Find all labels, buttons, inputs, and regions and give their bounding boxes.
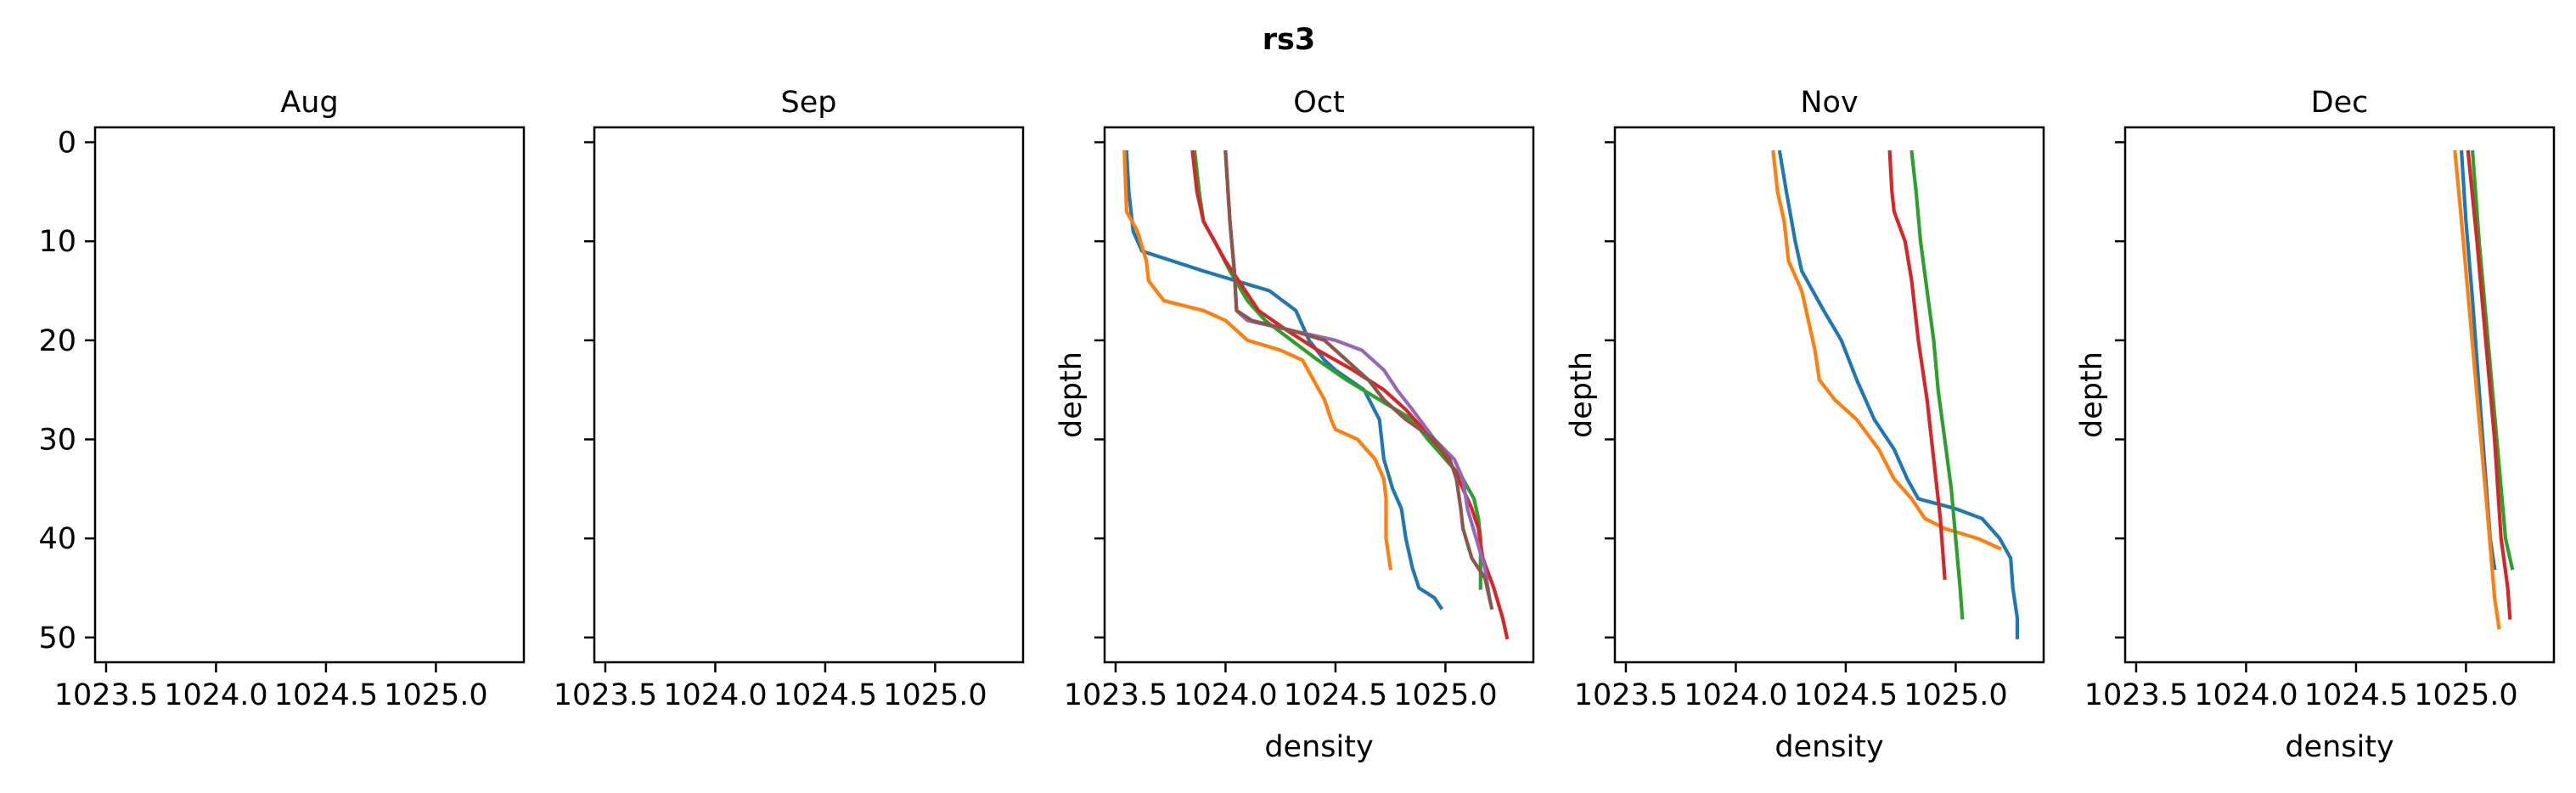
y-axis-label: depth [2075, 352, 2109, 438]
series-line-2 [2453, 149, 2501, 630]
panel-series-group [1122, 149, 1510, 640]
series-line-4 [2466, 149, 2512, 620]
x-tick-label: 1025.0 [1393, 678, 1497, 712]
series-line-4 [1190, 149, 1510, 640]
x-tick-label: 1023.5 [1574, 678, 1678, 712]
panel-aug: Aug 1023.5 1024.0 1024.5 1025.0 0 10 20 30 40 50 [38, 86, 526, 712]
series-line-1 [1777, 149, 2019, 639]
x-tick-label: 1025.0 [1904, 678, 2007, 712]
panel-sep: Sep 1023.5 1024.0 1024.5 1025.0 [554, 86, 1025, 712]
x-tick-label: 1024.5 [773, 678, 877, 712]
axes-frame [2123, 126, 2556, 664]
x-tick-label: 1024.0 [164, 678, 267, 712]
axes-frame [93, 126, 526, 664]
panel-nov: Nov 1023.5 1024.0 1024.5 1025.0 density depth [1565, 86, 2045, 764]
x-axis-label: density [1264, 730, 1373, 764]
y-tick-label: 10 [38, 225, 76, 259]
y-axis-label: depth [1565, 352, 1599, 438]
x-tick-label: 1024.5 [274, 678, 378, 712]
panel-oct: Oct 1023.5 1024.0 1024.5 1025.0 density depth [1055, 86, 1535, 764]
series-line-2 [1771, 149, 2002, 551]
x-tick-label: 1023.5 [54, 678, 158, 712]
x-tick-label: 1024.5 [2304, 678, 2408, 712]
x-tick-label: 1024.5 [1284, 678, 1387, 712]
panel-series-group [1771, 149, 2019, 639]
figure-title: rs3 [1263, 23, 1315, 57]
y-tick-label: 20 [38, 324, 76, 358]
x-tick-label: 1024.0 [663, 678, 767, 712]
series-line-3 [2470, 149, 2515, 571]
panel-title: Dec [2311, 86, 2369, 120]
panel-title: Nov [1800, 86, 1858, 120]
panel-title: Sep [781, 86, 837, 120]
y-tick-label: 30 [38, 424, 76, 458]
x-tick-label: 1025.0 [883, 678, 987, 712]
x-tick-label: 1023.5 [554, 678, 657, 712]
series-line-3 [1910, 149, 1965, 620]
axes-frame [1103, 126, 1535, 664]
x-tick-label: 1025.0 [384, 678, 487, 712]
x-axis-label: density [2285, 730, 2393, 764]
x-tick-label: 1024.0 [1684, 678, 1787, 712]
x-tick-label: 1023.5 [2084, 678, 2188, 712]
panel-dec: Dec 1023.5 1024.0 1024.5 1025.0 density depth [2075, 86, 2556, 764]
series-line-6 [1223, 149, 1494, 610]
y-tick-label: 40 [38, 522, 76, 556]
x-axis-label: density [1775, 730, 1883, 764]
x-tick-label: 1023.5 [1064, 678, 1167, 712]
panel-title: Aug [280, 86, 338, 120]
x-tick-label: 1024.5 [1794, 678, 1898, 712]
axes-frame [593, 126, 1025, 664]
x-tick-label: 1025.0 [2414, 678, 2517, 712]
series-line-4 [1887, 149, 1947, 581]
x-tick-label: 1024.0 [2194, 678, 2298, 712]
panel-title: Oct [1293, 86, 1345, 120]
y-axis-label: depth [1055, 352, 1088, 438]
panel-series-group [2453, 149, 2515, 630]
series-line-2 [1122, 150, 1393, 571]
y-tick-label: 50 [38, 621, 76, 655]
axes-frame [1613, 126, 2045, 664]
x-tick-label: 1024.0 [1173, 678, 1277, 712]
y-tick-label: 0 [58, 127, 76, 160]
